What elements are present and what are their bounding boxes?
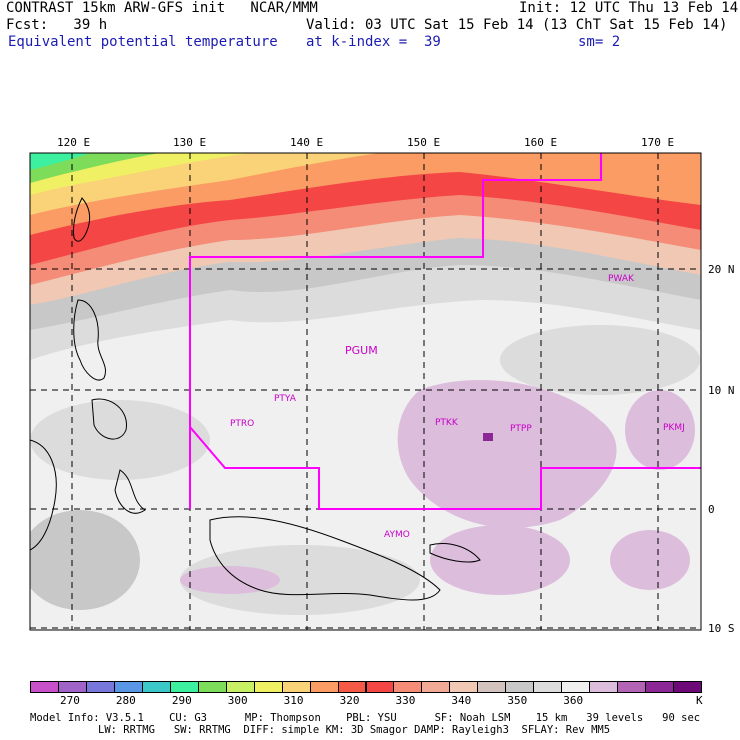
colorbar-label: 340	[451, 694, 472, 707]
station-pkmj: PKMJ	[663, 423, 685, 433]
colorbar-cell	[85, 681, 115, 693]
coastlines	[29, 197, 481, 601]
lon-label-160e: 160 E	[524, 136, 558, 149]
model-title: CONTRAST 15km ARW-GFS init NCAR/MMM	[6, 0, 318, 16]
band-290	[30, 153, 90, 170]
colorbar-label: 360	[563, 694, 584, 707]
luzon-coast	[73, 299, 106, 381]
colorbar-cell	[309, 681, 339, 693]
colorbar-cell	[197, 681, 227, 693]
colorbar-cell	[645, 681, 675, 693]
colorbar-unit: K	[696, 694, 703, 707]
colorbar-cell	[57, 681, 87, 693]
colorbar-cell	[617, 681, 647, 693]
new-guinea-coast	[209, 516, 441, 601]
lat-label-10s: 10 S	[708, 622, 735, 635]
colorbar-cell	[365, 681, 395, 693]
colorbar-label: 330	[395, 694, 416, 707]
colorbar-cell	[477, 681, 507, 693]
colorbar-cell	[30, 681, 59, 693]
lat-label-10n: 10 N	[708, 384, 735, 397]
colorbar-cell	[589, 681, 619, 693]
colorbar-cell	[561, 681, 591, 693]
colorbar-cell	[337, 681, 367, 693]
map-frame	[29, 152, 702, 631]
lon-label-170e: 170 E	[641, 136, 675, 149]
region-boundary	[189, 153, 701, 510]
colorbar-label: 320	[339, 694, 360, 707]
mindanao-coast	[91, 398, 127, 440]
colorbar-cell	[281, 681, 311, 693]
lon-label-140e: 140 E	[290, 136, 324, 149]
colorbar-cell	[393, 681, 423, 693]
colorbar-cell	[505, 681, 535, 693]
purple-patch-main	[397, 380, 617, 528]
station-ptpp: PTPP	[510, 424, 532, 434]
colorbar-label: 270	[60, 694, 80, 707]
smoothing-value: sm= 2	[578, 34, 621, 50]
colorbar-cell	[533, 681, 563, 693]
lon-label-150e: 150 E	[407, 136, 441, 149]
colorbar-cell	[253, 681, 283, 693]
lat-label-equator: 0	[708, 503, 715, 516]
borneo-coast	[29, 439, 57, 551]
colorbar-label: 290	[171, 694, 192, 707]
colorbar-cell	[673, 681, 702, 693]
lat-lon-grid	[30, 153, 701, 630]
lon-label-130e: 130 E	[173, 136, 207, 149]
colorbar-label: 350	[507, 694, 528, 707]
colorbar-label: 300	[227, 694, 248, 707]
colorbar-cell	[225, 681, 255, 693]
init-time: Init: 12 UTC Thu 13 Feb 14	[519, 0, 739, 16]
physics-info-line: LW: RRTMG SW: RRTMG DIFF: simple KM: 3D …	[98, 724, 611, 736]
station-aymo: AYMO	[384, 530, 410, 540]
valid-time: Valid: 03 UTC Sat 15 Feb 14 (13 ChT Sat …	[306, 17, 728, 33]
colorbar-cell	[113, 681, 143, 693]
station-pwak: PWAK	[608, 274, 635, 284]
colorbar-label: 280	[115, 694, 136, 707]
station-ptro: PTRO	[230, 419, 254, 429]
colorbar-label: 310	[283, 694, 304, 707]
colorbar-cell	[169, 681, 199, 693]
new-britain-coast	[429, 543, 481, 563]
station-ptkk: PTKK	[435, 418, 459, 428]
field-name: Equivalent potential temperature	[8, 34, 278, 50]
lon-label-120e: 120 E	[57, 136, 91, 149]
sulawesi-coast	[114, 469, 146, 514]
lat-label-20n: 20 N	[708, 263, 735, 276]
colorbar-cell	[141, 681, 171, 693]
colorbar-cell	[421, 681, 451, 693]
forecast-hour: Fcst: 39 h	[6, 17, 108, 33]
model-info-line: Model Info: V3.5.1 CU: G3 MP: Thompson P…	[30, 712, 701, 724]
station-ptya: PTYA	[274, 394, 297, 404]
level-index: at k-index = 39	[306, 34, 441, 50]
station-pgum: PGUM	[345, 344, 378, 357]
taiwan-coast	[73, 197, 91, 242]
station-labels: PGUM PTYA PTRO PTKK PTPP PKMJ PWAK AYMO	[230, 274, 685, 540]
colorbar-cell	[449, 681, 479, 693]
